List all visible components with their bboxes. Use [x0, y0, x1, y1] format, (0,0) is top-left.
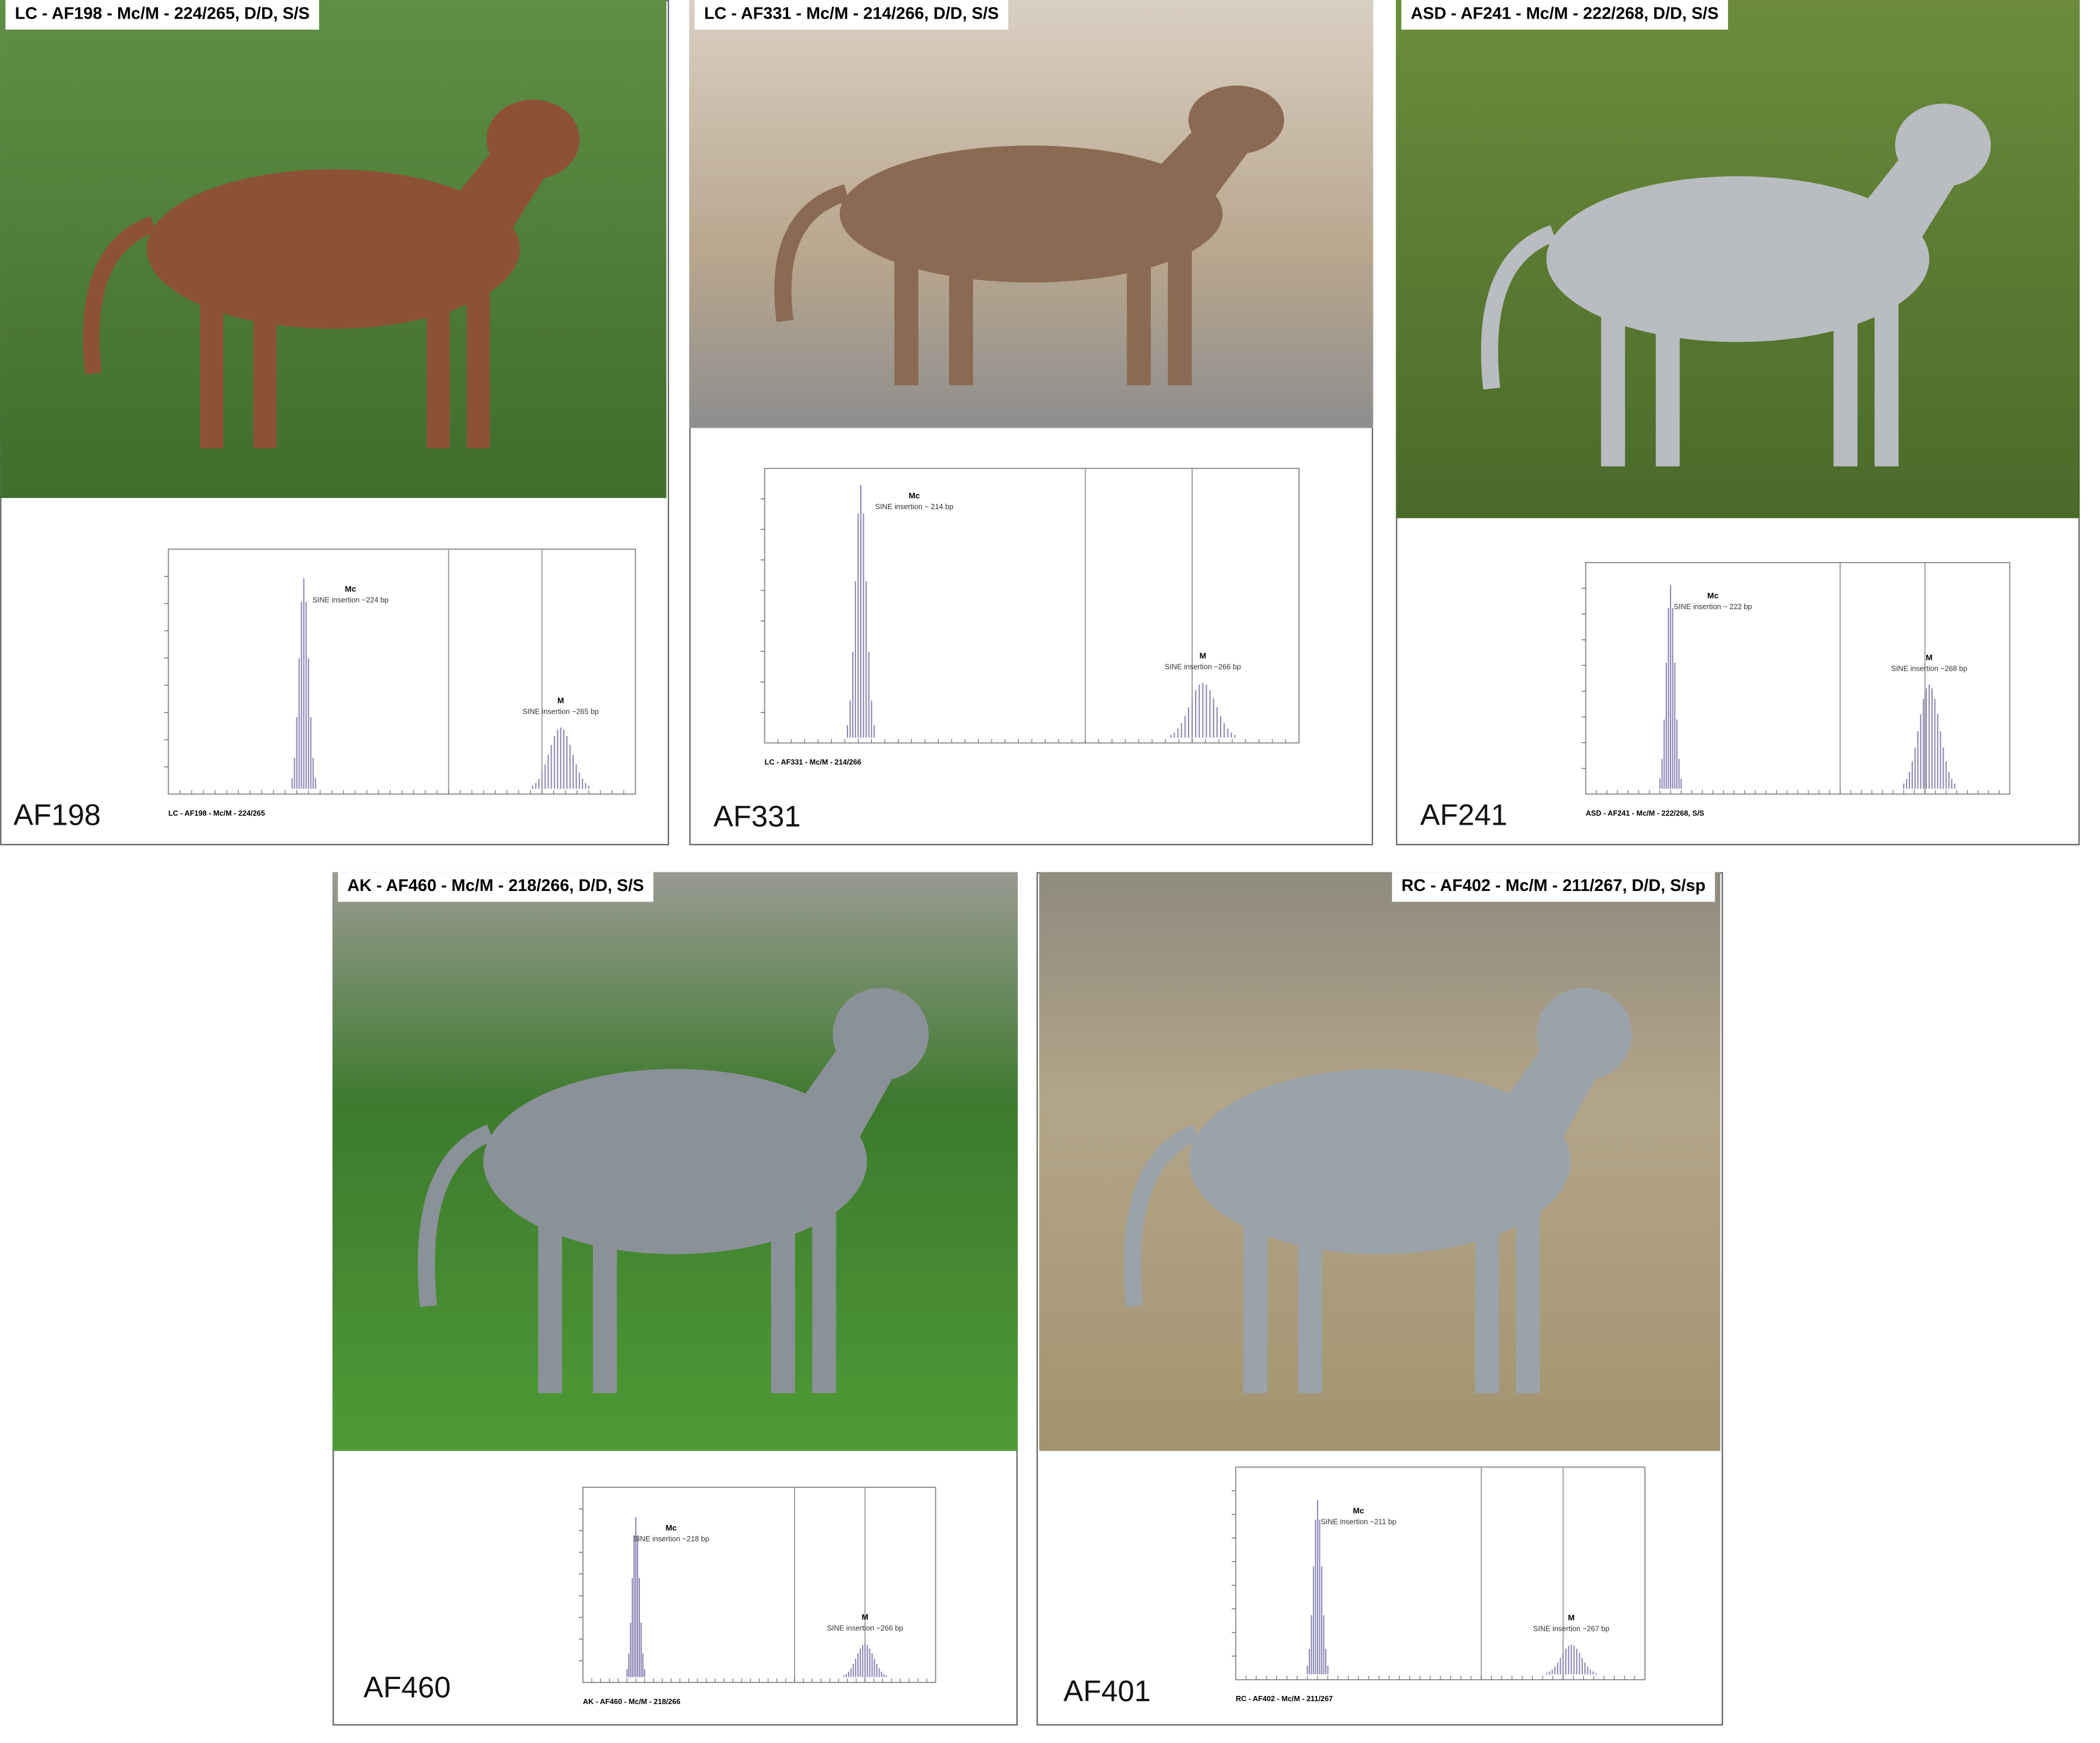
peak-label: M — [862, 1612, 869, 1622]
dog-body — [839, 145, 1223, 283]
photo-caption: LC - AF331 - Mc/M - 214/266, D/D, S/S — [704, 4, 999, 23]
peak-annotation: SINE insertion ~266 bp — [1165, 662, 1241, 671]
dog-tail — [83, 216, 156, 375]
dog-leg — [771, 1208, 795, 1393]
peak-annotation: SINE insertion ~ 214 bp — [875, 502, 954, 511]
dog-tail — [1481, 225, 1557, 390]
dog-figure — [774, 85, 1285, 385]
dog-leg — [1126, 248, 1151, 385]
plot-frame — [1235, 1466, 1646, 1681]
photo-caption: RC - AF402 - Mc/M - 211/267, D/D, S/sp — [1401, 876, 1705, 895]
peak-label: Mc — [1707, 591, 1719, 600]
panel: ASD - AF241 - Mc/M - 222/268, D/D, S/S Mc… — [1396, 0, 2080, 846]
sample-id: AF401 — [1064, 1674, 1151, 1708]
sample-id: AF241 — [1420, 799, 1507, 832]
dog-tail — [417, 1125, 493, 1307]
caption-box — [1391, 872, 1715, 902]
dog-leg — [426, 288, 450, 449]
dog-leg — [1475, 1208, 1499, 1393]
plot-frame — [1585, 562, 2010, 795]
dog-leg — [593, 1208, 617, 1393]
peak-annotation: SINE insertion ~224 bp — [312, 595, 388, 604]
peak-annotation: SINE insertion ~ 222 bp — [1674, 602, 1752, 611]
dog-leg — [1243, 1208, 1268, 1393]
sample-id: AF460 — [363, 1670, 450, 1703]
plot-frame — [167, 548, 636, 795]
caption-box — [338, 872, 654, 902]
dog-figure — [1481, 103, 1991, 467]
dog-leg — [1833, 300, 1858, 467]
dog-neck — [453, 124, 547, 259]
plot-footer: RC - AF402 - Mc/M - 211/267 — [1236, 1694, 1333, 1703]
dog-body — [1546, 176, 1930, 342]
dog-leg — [200, 288, 224, 449]
photo-caption: ASD - AF241 - Mc/M - 222/268, D/D, S/S — [1411, 4, 1719, 23]
dog-figure — [83, 99, 580, 449]
sample-id: AF331 — [714, 800, 801, 833]
dog-neck — [1502, 1017, 1598, 1173]
sample-id: AF198 — [13, 799, 101, 832]
panel: LC - AF331 - Mc/M - 214/266, D/D, S/S Mc S… — [689, 0, 1373, 846]
dog-leg — [1874, 300, 1899, 467]
dog-leg — [1298, 1208, 1322, 1393]
peak-label: Mc — [666, 1523, 677, 1532]
peak-label: M — [557, 696, 564, 705]
dog-tail — [1124, 1125, 1200, 1307]
plot-footer: LC - AF331 - Mc/M - 214/266 — [765, 757, 861, 766]
dog-neck — [798, 1017, 895, 1173]
panel: LC - AF198 - Mc/M - 224/265, D/D, S/S Mc S… — [0, 0, 670, 846]
dog-leg — [1655, 300, 1680, 467]
caption-box — [1401, 0, 1728, 30]
peak-annotation: SINE insertion ~211 bp — [1321, 1517, 1396, 1526]
dog-figure — [417, 987, 929, 1393]
peak-annotation: SINE insertion ~266 bp — [827, 1623, 903, 1632]
dog-leg — [812, 1208, 836, 1393]
caption-box — [695, 0, 1008, 30]
dog-leg — [1168, 248, 1192, 385]
dog-tail — [774, 184, 849, 323]
peak-label: Mc — [908, 491, 920, 500]
peak-label: M — [1568, 1613, 1575, 1622]
dog-leg — [894, 248, 918, 385]
plot-frame — [764, 467, 1300, 744]
dog-neck — [1861, 129, 1957, 270]
dog-leg — [1601, 300, 1625, 467]
dog-leg — [253, 288, 277, 449]
plot-footer: LC - AF198 - Mc/M - 224/265 — [169, 808, 265, 817]
dog-leg — [949, 248, 974, 385]
caption-box — [5, 0, 319, 30]
peak-label: M — [1926, 653, 1933, 662]
peak-label: Mc — [345, 584, 356, 593]
dog-figure — [1124, 987, 1632, 1393]
photo-caption: AK - AF460 - Mc/M - 218/266, D/D, S/S — [348, 876, 644, 895]
dog-leg — [1516, 1208, 1540, 1393]
dog-neck — [1154, 107, 1250, 223]
peak-annotation: SINE insertion ~267 bp — [1533, 1624, 1609, 1633]
dog-leg — [538, 1208, 563, 1393]
photo-caption: LC - AF198 - Mc/M - 224/265, D/D, S/S — [15, 4, 310, 23]
peak-annotation: SINE insertion ~268 bp — [1891, 664, 1967, 673]
plot-footer: AK - AF460 - Mc/M - 218/266 — [583, 1697, 681, 1706]
panel: RC - AF402 - Mc/M - 211/267, D/D, S/sp Mc… — [1036, 872, 1723, 1726]
peak-label: M — [1200, 651, 1207, 660]
peak-annotation: SINE insertion ~265 bp — [523, 707, 599, 716]
peak-label: Mc — [1353, 1506, 1365, 1515]
dog-leg — [466, 288, 490, 449]
plot-footer: ASD - AF241 - Mc/M - 222/268, S/S — [1586, 808, 1704, 817]
peak-annotation: SINE insertion ~218 bp — [633, 1534, 709, 1543]
panel: AK - AF460 - Mc/M - 218/266, D/D, S/S Mc S… — [332, 872, 1018, 1726]
